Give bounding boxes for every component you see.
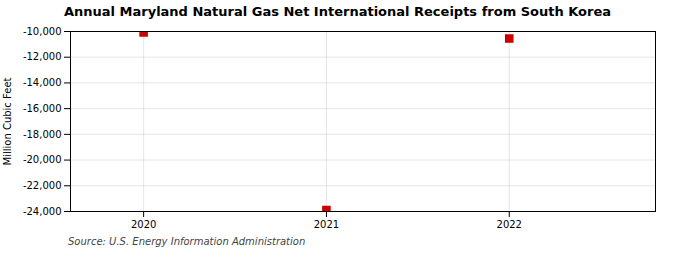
svg-text:-14,000: -14,000 <box>23 77 62 88</box>
svg-text:2021: 2021 <box>314 219 339 230</box>
svg-text:2022: 2022 <box>497 219 522 230</box>
html-text:Source: U.S. Energy Informatio: Source: U.S. Energy Information Administ… <box>68 236 306 247</box>
svg-text:-20,000: -20,000 <box>23 154 62 165</box>
svg-text:-10,000: -10,000 <box>23 26 62 37</box>
svg-text:-18,000: -18,000 <box>23 129 62 140</box>
svg-text:-22,000: -22,000 <box>23 180 62 191</box>
svg-text:-12,000: -12,000 <box>23 51 62 62</box>
html-text:Annual Maryland Natural Gas Ne: Annual Maryland Natural Gas Net Internat… <box>64 4 611 19</box>
svg-text:Million Cubic Feet: Million Cubic Feet <box>2 77 13 165</box>
svg-text:-24,000: -24,000 <box>23 206 62 217</box>
svg-text:2020: 2020 <box>131 219 156 230</box>
svg-text:-16,000: -16,000 <box>23 103 62 114</box>
